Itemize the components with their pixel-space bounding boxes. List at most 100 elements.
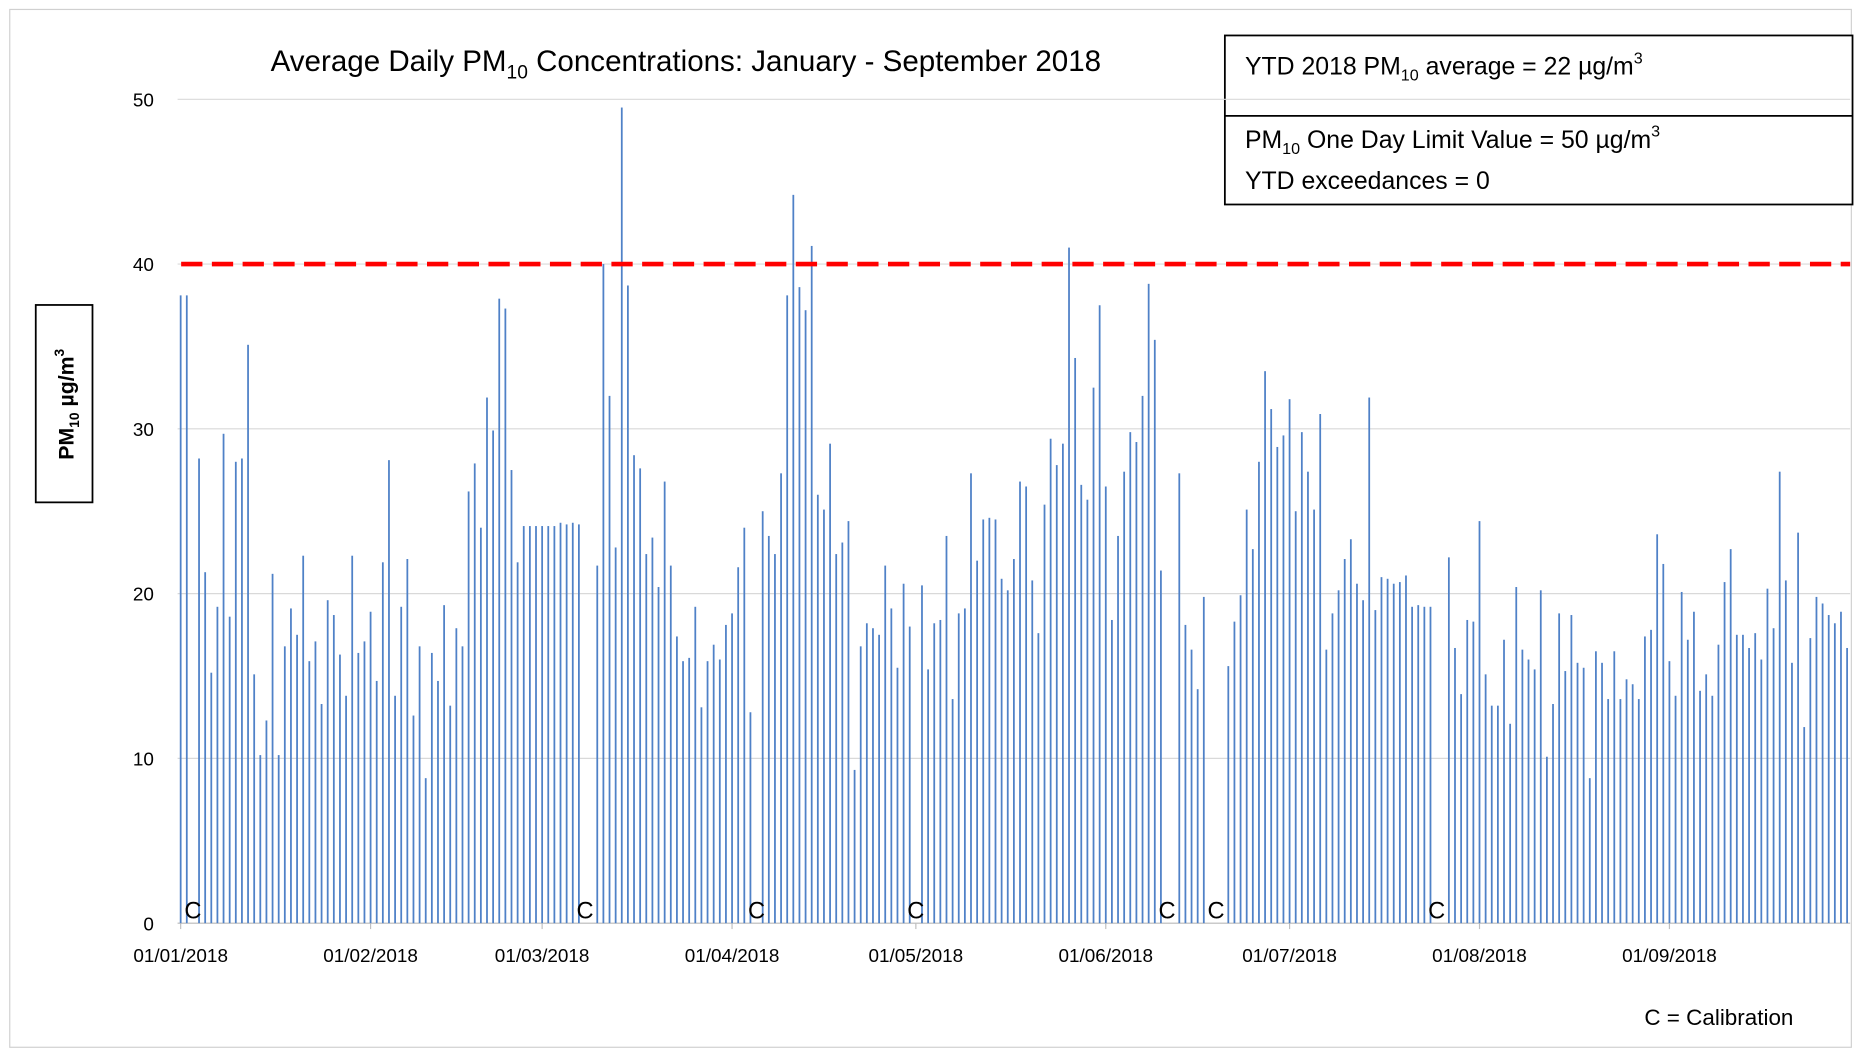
bar [1509,723,1512,924]
bar [510,470,513,924]
text-part: YTD 2018 PM [1245,53,1401,80]
bar [841,542,844,924]
x-tick-label: 01/07/2018 [1242,946,1337,967]
bar [1582,667,1585,924]
bar [271,573,274,924]
bar [400,606,403,924]
x-tick-label: 01/04/2018 [685,946,780,967]
bar [1043,504,1046,924]
bar [357,652,360,924]
bar [1680,591,1683,924]
bar [1466,619,1469,924]
bar [933,623,936,924]
bar [1595,651,1597,924]
bar [332,615,335,924]
bar [1429,606,1432,924]
bar [473,463,476,924]
bar [467,491,470,924]
bar [780,473,782,924]
bar [1533,669,1536,924]
bar [1619,699,1622,924]
bar [1325,649,1328,924]
bar [737,567,740,924]
bar [1411,606,1413,924]
bar [461,646,464,924]
bar [547,526,550,924]
bar [896,667,899,924]
bar [970,473,972,924]
bar [381,562,384,924]
bar [1650,629,1652,924]
bar [296,634,298,924]
bar [890,608,893,924]
bar [1288,399,1291,924]
bar [1490,705,1493,924]
bar [1153,339,1156,924]
bar [1258,461,1260,924]
bar [418,646,421,924]
bar [1705,674,1708,924]
bar [1576,662,1579,924]
bar [1276,446,1279,924]
bar [1098,305,1101,924]
text-part: 3 [1634,49,1643,67]
bar [1515,587,1518,924]
bar [865,623,868,924]
bar [1552,704,1554,924]
bar [1601,662,1603,924]
bar [645,554,648,924]
bar [1031,580,1034,924]
bar [1086,499,1089,924]
bar [559,522,562,924]
bar [198,458,200,924]
text-part: PM [1245,127,1282,154]
bar [816,494,819,924]
bar [1012,559,1015,924]
bar [541,526,544,924]
calibration-label: C [184,898,201,924]
bar [351,555,354,924]
bar [412,715,415,924]
bar [1472,621,1475,924]
bar [479,527,482,924]
bar [430,652,433,924]
text-part: 10 [66,412,82,428]
x-tick-label: 01/09/2018 [1622,946,1717,967]
bar [1588,778,1591,924]
info-box [1223,34,1854,206]
text-part: Concentrations: January - September 2018 [528,45,1101,78]
bar [1723,582,1726,924]
bar [1178,473,1181,924]
bar [1129,432,1132,924]
bar [761,511,764,924]
bar [1386,578,1389,924]
bar [798,287,801,924]
bar [565,524,568,924]
y-tick-label: 20 [133,585,154,606]
bar [394,695,396,924]
bar [345,695,347,924]
bar [437,680,439,924]
bar [676,636,678,924]
bar [688,657,691,924]
bar [1668,661,1671,924]
bar [1184,624,1187,924]
bar [1742,634,1744,924]
bar [939,619,942,924]
bar [908,626,911,924]
plot-area [177,98,1851,930]
text-part: µg/m [55,356,79,412]
bar [1674,695,1677,924]
bar [1454,647,1456,924]
bar [522,526,525,924]
bar [1374,610,1377,924]
bar [1447,557,1450,924]
bar [1546,756,1548,924]
bar [1784,580,1787,924]
x-tick-label: 01/03/2018 [495,946,590,967]
bar [884,565,887,924]
bar [1503,639,1505,924]
bar [663,481,666,924]
bar [957,613,960,924]
